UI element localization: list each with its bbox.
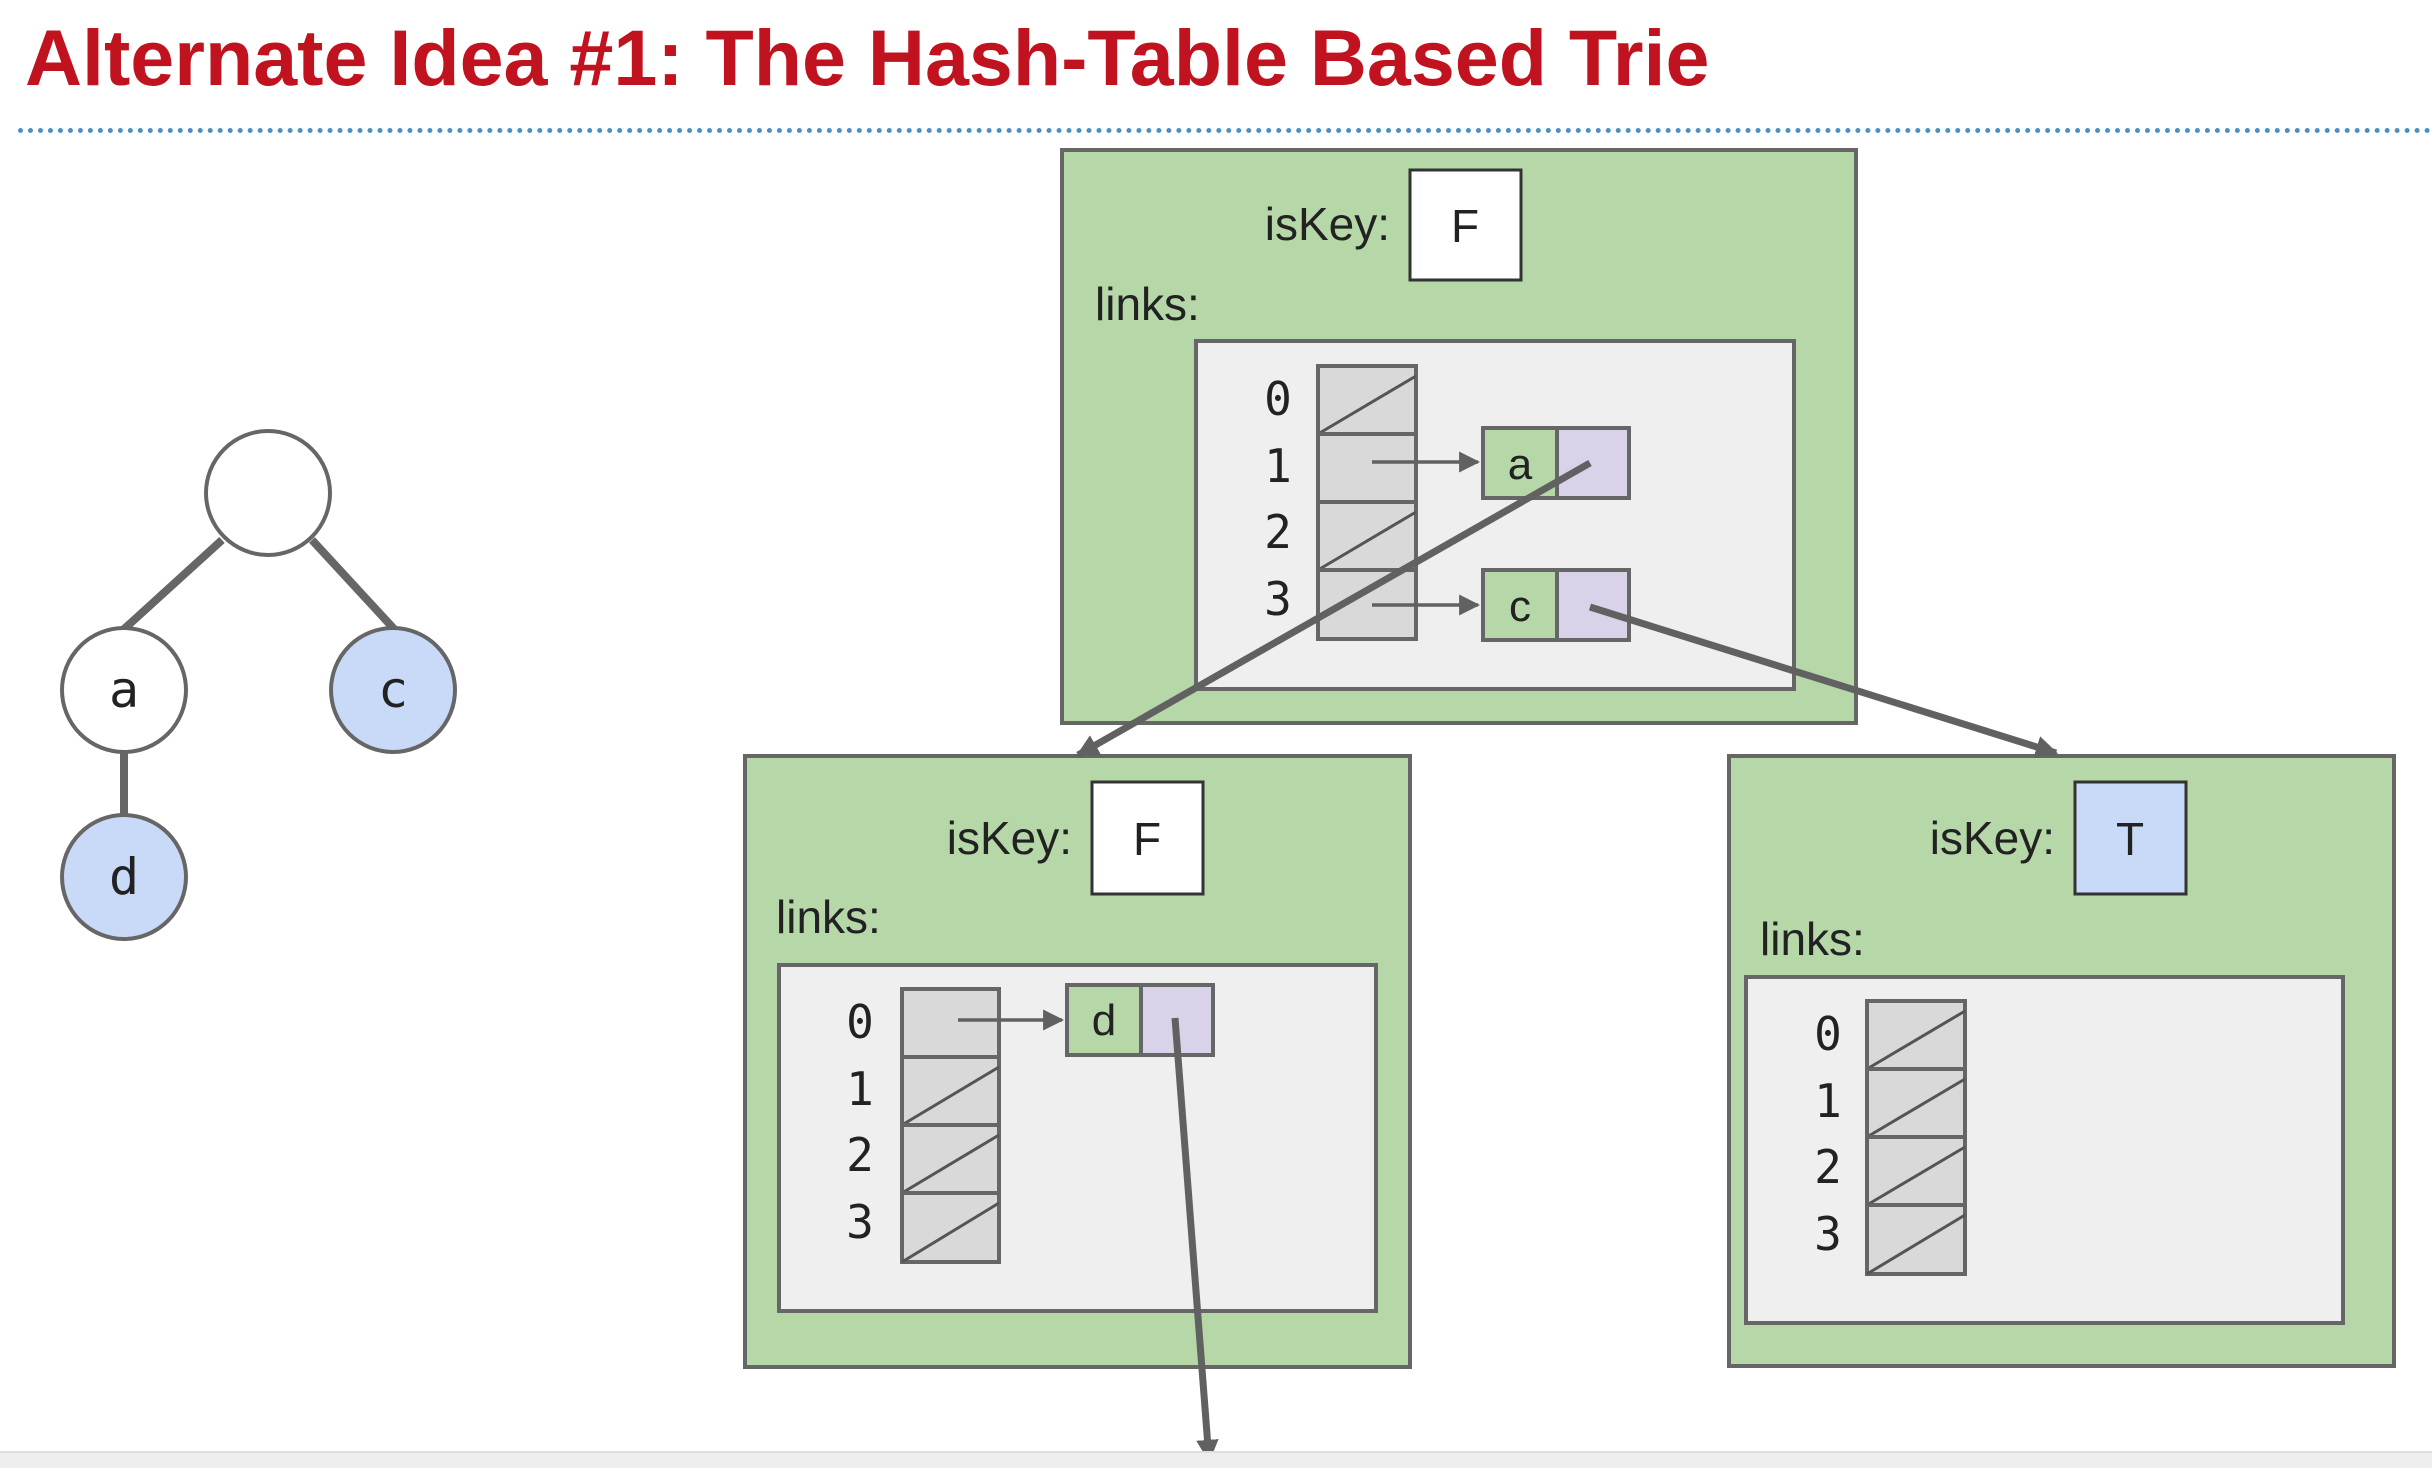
trie-node-c: isKey: T links: 0 1 2 3 [1727, 754, 2396, 1368]
node-c-index-1: 1 [1814, 1074, 1842, 1128]
tree-node-c-label: c [378, 661, 408, 719]
node-a-bucket-1-null [901, 1065, 1000, 1127]
bottom-edge [0, 1451, 2432, 1468]
tree-node-a [60, 626, 188, 754]
node-c-hash-table [1744, 975, 2345, 1325]
node-a-iskey-value: F [1133, 813, 1161, 865]
tree-node-root [204, 429, 332, 557]
root-index-2: 2 [1264, 505, 1292, 559]
root-index-1: 1 [1264, 439, 1292, 493]
pointer-d-to-next-node [1171, 1017, 1219, 1463]
node-c-index-3: 3 [1814, 1207, 1842, 1261]
node-c-index-2: 2 [1814, 1140, 1842, 1194]
node-a-index-1: 1 [846, 1062, 874, 1116]
node-c-iskey-value: T [2116, 813, 2144, 865]
root-trie-node: isKey: F links: 0 1 2 3 a c [1060, 148, 1858, 725]
tree-node-c [329, 626, 457, 754]
node-c-bucket-1-null [1866, 1077, 1966, 1139]
node-c-links-label: links: [1760, 913, 1865, 965]
node-a-entry-d-char: d [1092, 996, 1116, 1045]
pointer-a-to-node-a [1076, 459, 1592, 759]
node-a-index-2: 2 [846, 1128, 874, 1182]
node-a-bucket-3-null [901, 1201, 1000, 1264]
node-a-iskey-box [1090, 780, 1205, 896]
trie-node-a: isKey: F links: 0 1 2 3 d [743, 754, 1412, 1369]
pointer-c-to-node-c [1588, 603, 2059, 758]
node-a-index-3: 3 [846, 1195, 874, 1249]
root-bucket-0-null [1317, 374, 1417, 436]
root-index-0: 0 [1264, 372, 1292, 426]
node-c-bucket-0-null [1866, 1009, 1966, 1071]
root-iskey-label: isKey: [1265, 198, 1390, 250]
node-a-iskey-label: isKey: [947, 812, 1072, 864]
root-entry-c-char: c [1509, 582, 1531, 631]
node-c-iskey-label: isKey: [1930, 812, 2055, 864]
tree-edge-root-a [120, 537, 225, 633]
root-iskey-box [1408, 168, 1523, 282]
tree-node-d [60, 813, 188, 941]
node-c-bucket-2-null [1866, 1145, 1966, 1207]
node-a-bucket-2-null [901, 1133, 1000, 1195]
tree-node-d-label: d [109, 848, 139, 906]
root-bucket-2-null [1317, 510, 1417, 572]
root-iskey-value: F [1451, 200, 1479, 252]
node-c-index-0: 0 [1814, 1007, 1842, 1061]
root-links-label: links: [1095, 278, 1200, 330]
tree-node-a-label: a [109, 661, 139, 719]
root-entry-c-key [1481, 568, 1559, 642]
root-index-3: 3 [1264, 572, 1292, 626]
slide-title: Alternate Idea #1: The Hash-Table Based … [25, 13, 1710, 102]
node-a-index-0: 0 [846, 995, 874, 1049]
tree-edge-root-c [309, 537, 398, 633]
root-bucket-1 [1316, 432, 1418, 504]
root-entry-a-char: a [1508, 440, 1533, 489]
node-c-iskey-box [2073, 780, 2188, 896]
root-entry-a-link [1555, 426, 1631, 500]
node-a-links-label: links: [776, 891, 881, 943]
node-a-bucket-0 [900, 987, 1001, 1059]
node-c-bucket-3-null [1866, 1213, 1966, 1276]
small-trie-tree: a c d [60, 429, 457, 941]
title-divider [18, 128, 2432, 133]
